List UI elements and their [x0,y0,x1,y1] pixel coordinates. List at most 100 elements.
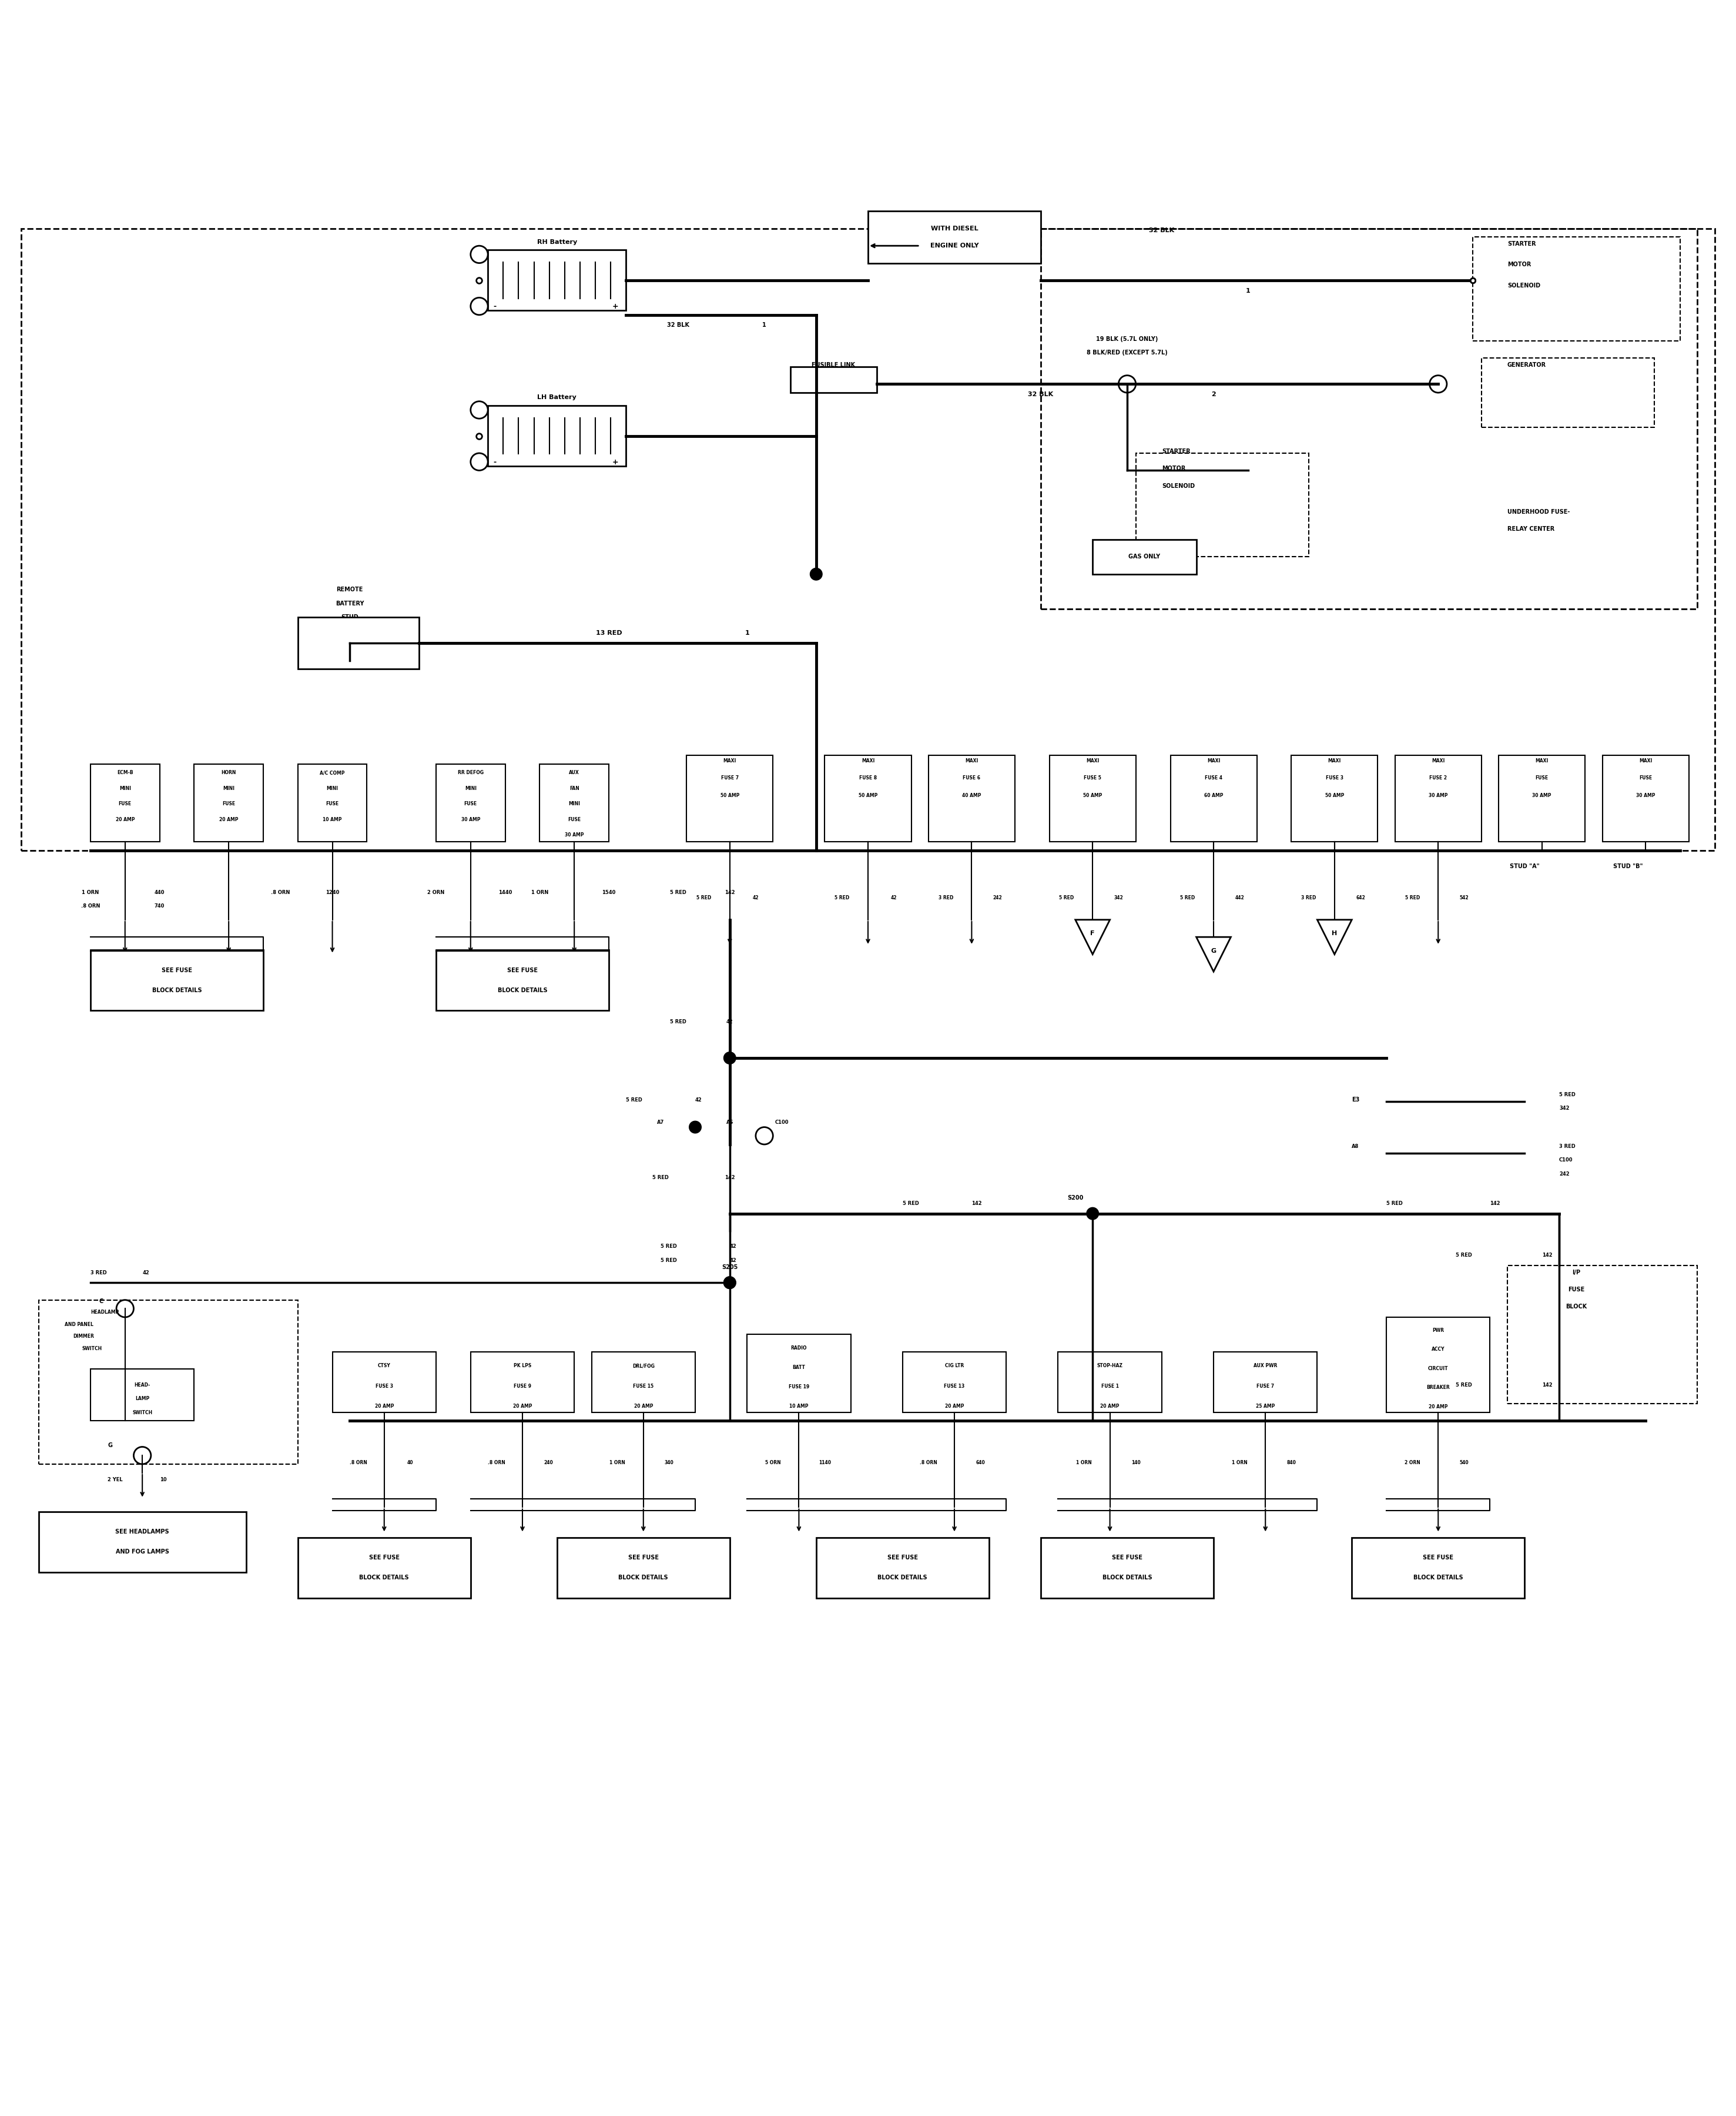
Text: DRL/FOG: DRL/FOG [632,1363,654,1369]
Text: C: C [99,1299,104,1306]
Text: STUD: STUD [340,614,358,620]
Text: A8: A8 [1352,1145,1359,1149]
Text: PK LPS: PK LPS [514,1363,531,1369]
Text: SEE FUSE: SEE FUSE [1111,1555,1142,1562]
Bar [540,764,609,842]
Text: 20 AMP: 20 AMP [1429,1403,1448,1409]
Text: HEAD-: HEAD- [134,1382,151,1388]
Text: 5 RED: 5 RED [903,1200,918,1206]
Text: 5 RED: 5 RED [1455,1382,1472,1388]
Text: 32 BLK: 32 BLK [1149,226,1175,233]
Text: 42: 42 [694,1096,701,1102]
Bar [488,250,627,311]
Text: ENGINE ONLY: ENGINE ONLY [930,243,979,250]
Text: 42: 42 [729,1244,736,1248]
Text: SEE FUSE: SEE FUSE [370,1555,399,1562]
Text: .8 ORN: .8 ORN [271,889,290,895]
Text: FUSE 3: FUSE 3 [375,1384,392,1388]
Text: 1: 1 [762,322,766,328]
Text: LH Battery: LH Battery [538,394,576,400]
Text: 20 AMP: 20 AMP [512,1403,531,1409]
Bar [1042,1538,1213,1598]
Bar [1042,229,1698,609]
Text: A7: A7 [656,1119,665,1126]
Text: 40: 40 [406,1460,413,1464]
Text: MAXI: MAXI [861,758,875,764]
Text: FUSE: FUSE [1639,774,1653,781]
Text: 640: 640 [976,1460,984,1464]
Text: 1: 1 [1246,288,1250,294]
Text: RELAY CENTER: RELAY CENTER [1507,527,1554,531]
Bar [1092,540,1196,573]
Text: FUSE 9: FUSE 9 [514,1384,531,1388]
Text: MAXI: MAXI [724,758,736,764]
Text: CTSY: CTSY [378,1363,391,1369]
Polygon shape [1196,937,1231,971]
Text: C100: C100 [774,1119,788,1126]
Text: STUD "B": STUD "B" [1613,863,1642,870]
Bar [90,1369,194,1422]
Text: AND FOG LAMPS: AND FOG LAMPS [116,1549,168,1555]
Bar [868,212,1042,262]
Text: 10 AMP: 10 AMP [323,817,342,823]
Text: FUSE: FUSE [464,802,477,806]
Text: 2 YEL: 2 YEL [108,1477,123,1483]
Text: HEADLAMP: HEADLAMP [90,1310,118,1314]
Text: 840: 840 [1286,1460,1297,1464]
Text: ACCY: ACCY [1432,1348,1444,1352]
Text: STOP-HAZ: STOP-HAZ [1097,1363,1123,1369]
Text: 5 RED: 5 RED [1559,1092,1576,1098]
Text: 20 AMP: 20 AMP [375,1403,394,1409]
Text: 240: 240 [543,1460,554,1464]
Text: 2: 2 [1212,391,1215,398]
Text: 3 RED: 3 RED [90,1270,108,1276]
Text: 5 RED: 5 RED [1180,895,1194,899]
Text: 5 RED: 5 RED [670,1020,686,1024]
Text: FUSE 15: FUSE 15 [634,1384,654,1388]
Text: 25 AMP: 25 AMP [1255,1403,1274,1409]
Text: 5 RED: 5 RED [696,895,712,899]
Text: 3 RED: 3 RED [1302,895,1316,899]
Text: GAS ONLY: GAS ONLY [1128,554,1160,561]
Text: .8 ORN: .8 ORN [488,1460,505,1464]
Text: 342: 342 [1115,895,1123,899]
Bar [1292,755,1378,842]
Text: FUSE: FUSE [118,802,132,806]
Text: 142: 142 [724,1174,734,1181]
Text: SEE FUSE: SEE FUSE [161,967,193,973]
Text: BLOCK DETAILS: BLOCK DETAILS [878,1574,927,1581]
Bar [1498,755,1585,842]
Text: 42: 42 [891,895,898,899]
Text: CIG LTR: CIG LTR [944,1363,963,1369]
Text: 13 RED: 13 RED [595,631,621,635]
Text: 42: 42 [726,1020,733,1024]
Text: 3 RED: 3 RED [937,895,953,899]
Text: SEE FUSE: SEE FUSE [507,967,538,973]
Text: FUSE 4: FUSE 4 [1205,774,1222,781]
Bar [1213,1352,1318,1411]
Text: 140: 140 [1132,1460,1141,1464]
Text: MINI: MINI [568,802,580,806]
Text: MAXI: MAXI [1639,758,1653,764]
Text: SWITCH: SWITCH [132,1409,153,1416]
Text: 50 AMP: 50 AMP [859,793,877,798]
Text: -: - [493,303,496,311]
Text: MOTOR: MOTOR [1161,466,1186,472]
Text: 1240: 1240 [326,889,339,895]
Text: 20 AMP: 20 AMP [944,1403,963,1409]
Text: BLOCK DETAILS: BLOCK DETAILS [1413,1574,1463,1581]
Text: FUSE: FUSE [1535,774,1549,781]
Text: 740: 740 [155,904,165,910]
Bar [470,1352,575,1411]
Text: SEE FUSE: SEE FUSE [1424,1555,1453,1562]
Text: MAXI: MAXI [965,758,979,764]
Text: AUX PWR: AUX PWR [1253,1363,1278,1369]
Text: H: H [1332,931,1337,937]
Bar [436,764,505,842]
Text: 340: 340 [665,1460,674,1464]
Text: RH Battery: RH Battery [536,239,576,245]
Text: AND PANEL: AND PANEL [64,1322,94,1327]
Text: 440: 440 [155,889,165,895]
Text: FUSE 13: FUSE 13 [944,1384,965,1388]
Text: SWITCH: SWITCH [82,1346,102,1352]
